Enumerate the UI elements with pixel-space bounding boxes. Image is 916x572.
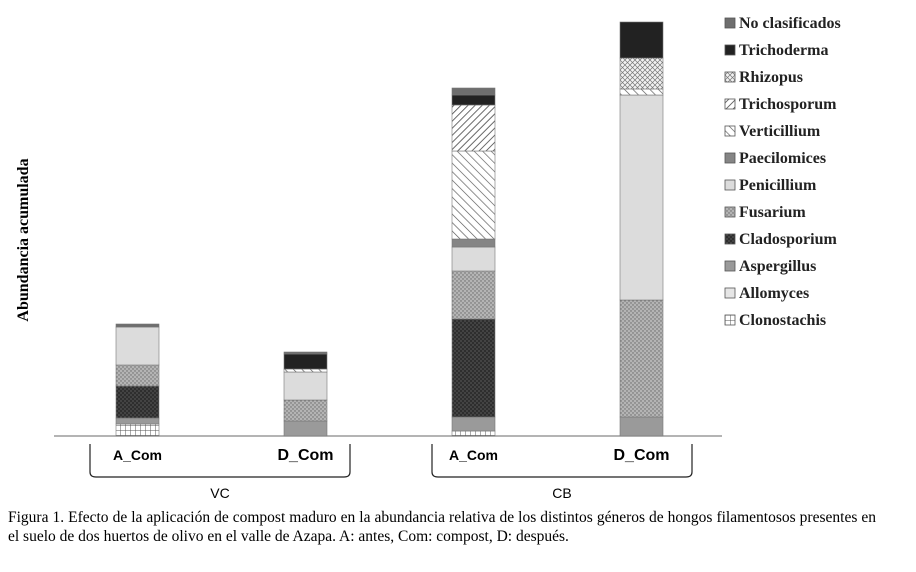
bar-segment-fusarium	[283, 399, 328, 422]
bar-segment-verticillium	[619, 88, 664, 96]
bar-segment-aspergillus	[115, 417, 160, 425]
bar-segment-clonostachis	[115, 423, 160, 437]
legend-swatch-no-clasificados	[724, 17, 736, 29]
figure-caption: Figura 1. Efecto de la aplicación de com…	[8, 509, 876, 545]
y-axis-label: Abundancia acumulada	[15, 158, 32, 321]
legend-swatch-cladosporium	[724, 233, 736, 245]
bar-segment-trichoderma	[283, 353, 328, 370]
legend-swatch-aspergillus	[724, 260, 736, 272]
bar-segment-aspergillus	[451, 416, 496, 432]
legend-swatch-paecilomices	[724, 152, 736, 164]
legend-label-penicillium: Penicillium	[739, 177, 817, 194]
group-brackets: VC CB	[89, 444, 693, 500]
bar-segment-fusarium	[619, 299, 664, 418]
bar-segment-aspergillus	[619, 416, 664, 437]
legend-label-cladosporium: Cladosporium	[739, 231, 837, 248]
legend-swatch-penicillium	[724, 179, 736, 191]
bar-segment-no-clasificados	[283, 351, 328, 355]
legend-label-allomyces: Allomyces	[739, 285, 809, 302]
group-label: CB	[552, 485, 571, 500]
bar-segment-fusarium	[115, 364, 160, 387]
legend-swatch-verticillium	[724, 125, 736, 137]
legend-swatch-clonostachis	[724, 314, 736, 326]
legend-swatch-trichoderma	[724, 44, 736, 56]
bar-segment-rhizopus	[619, 57, 664, 90]
bar-segment-no-clasificados	[115, 323, 160, 328]
legend-label-fusarium: Fusarium	[739, 204, 806, 221]
legend-label-clonostachis: Clonostachis	[739, 312, 826, 329]
bar-segment-paecilomices	[451, 238, 496, 248]
legend-label-aspergillus: Aspergillus	[739, 258, 816, 275]
bar-stacks	[115, 21, 664, 437]
bar-segment-penicillium	[283, 371, 328, 401]
legend-label-trichoderma: Trichoderma	[739, 42, 828, 59]
legend-label-no-clasificados: No clasificados	[739, 15, 841, 32]
bar-segment-cladosporium	[451, 318, 496, 418]
legend-swatch-rhizopus	[724, 71, 736, 83]
bar-segment-fusarium	[451, 270, 496, 320]
bar-segment-trichosporum	[451, 104, 496, 152]
group-label: VC	[210, 485, 229, 500]
category-label: A_Com	[113, 447, 162, 463]
bar-segment-clonostachis	[451, 430, 496, 437]
bar-segment-verticillium	[451, 150, 496, 240]
legend-label-trichosporum: Trichosporum	[739, 96, 837, 113]
legend-swatch-trichosporum	[724, 98, 736, 110]
legend-swatch-allomyces	[724, 287, 736, 299]
group-bracket	[89, 444, 351, 478]
category-label: D_Com	[613, 447, 669, 464]
stacked-bar-chart: Abundancia acumulada A_Com D_Com A_Com D_Co…	[15, 15, 841, 500]
bar-segment-penicillium	[115, 326, 160, 366]
category-labels: A_Com D_Com A_Com D_Com	[113, 447, 670, 464]
bar-segment-trichoderma	[451, 94, 496, 106]
bar-segment-no-clasificados	[451, 87, 496, 96]
legend-swatch-fusarium	[724, 206, 736, 218]
legend-label-paecilomices: Paecilomices	[739, 150, 826, 167]
bar-segment-cladosporium	[115, 385, 160, 419]
category-label: A_Com	[449, 447, 498, 463]
bar-segment-trichoderma	[619, 21, 664, 59]
category-label: D_Com	[277, 447, 333, 464]
legend-label-verticillium: Verticillium	[739, 123, 821, 140]
group-bracket	[431, 444, 693, 478]
bar-segment-aspergillus	[283, 420, 328, 437]
bar-segment-penicillium	[451, 246, 496, 272]
bar-segment-verticillium	[283, 368, 328, 373]
bar-segment-penicillium	[619, 94, 664, 301]
legend-label-rhizopus: Rhizopus	[739, 69, 803, 86]
legend: No clasificados Trichoderma Rhizopus Tricho…	[724, 15, 841, 329]
